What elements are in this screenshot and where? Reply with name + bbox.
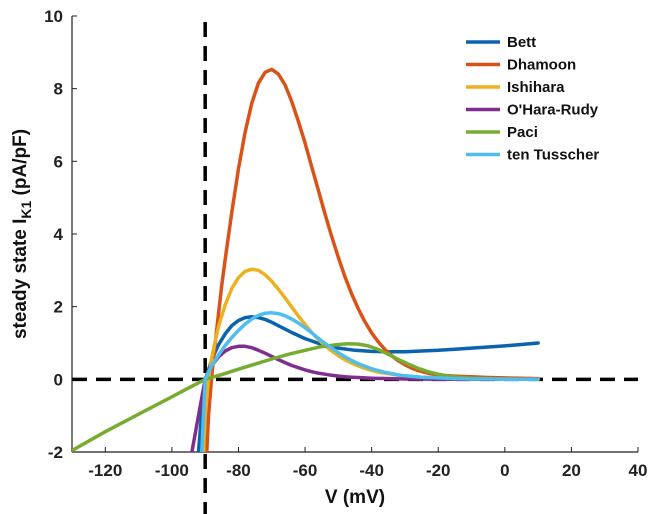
x-tick-label: -60 (293, 461, 318, 480)
x-tick-label: 0 (500, 461, 509, 480)
y-axis-label-main: steady state I (10, 219, 31, 339)
series-line-0 (196, 315, 540, 452)
legend: Bett Dhamoon Ishihara O'Hara-Rudy Paci ten Tu… (466, 34, 599, 164)
y-tick-label: -2 (48, 443, 63, 462)
y-tick-label: 0 (54, 370, 63, 389)
y-tick-label: 10 (44, 7, 63, 26)
x-tick-label: -80 (226, 461, 251, 480)
y-tick-labels: -2 0 2 4 6 8 10 (44, 7, 63, 462)
legend-label: Dhamoon (507, 57, 576, 74)
legend-label: O'Hara-Rudy (507, 102, 599, 119)
y-tick-label: 8 (54, 80, 63, 99)
y-axis-label-subscript: K1 (18, 201, 34, 219)
series-line-5 (200, 311, 540, 452)
series-line-1 (205, 67, 540, 452)
y-axis-label-unit: (pA/pF) (10, 129, 31, 201)
series-line-4 (72, 341, 540, 452)
x-tick-label: -40 (359, 461, 384, 480)
x-tick-labels: -120 -100 -80 -60 -40 -20 0 20 40 (88, 461, 647, 480)
series-line-2 (201, 267, 540, 452)
series-layer (72, 67, 540, 452)
x-tick-label: -20 (426, 461, 451, 480)
x-tick-label: -100 (155, 461, 189, 480)
legend-label: Bett (507, 34, 536, 51)
y-axis-label: steady state IK1 (pA/pF) (10, 129, 34, 339)
y-tick-label: 2 (54, 298, 63, 317)
x-tick-label: 20 (562, 461, 581, 480)
x-axis-label: V (mV) (325, 487, 385, 508)
legend-label: Ishihara (507, 79, 565, 96)
x-tick-label: -120 (88, 461, 122, 480)
legend-label: Paci (507, 124, 538, 141)
x-tick-label: 40 (629, 461, 648, 480)
y-tick-label: 6 (54, 152, 63, 171)
series-line-3 (190, 344, 540, 452)
legend-label: ten Tusscher (507, 147, 599, 164)
y-tick-label: 4 (54, 225, 64, 244)
